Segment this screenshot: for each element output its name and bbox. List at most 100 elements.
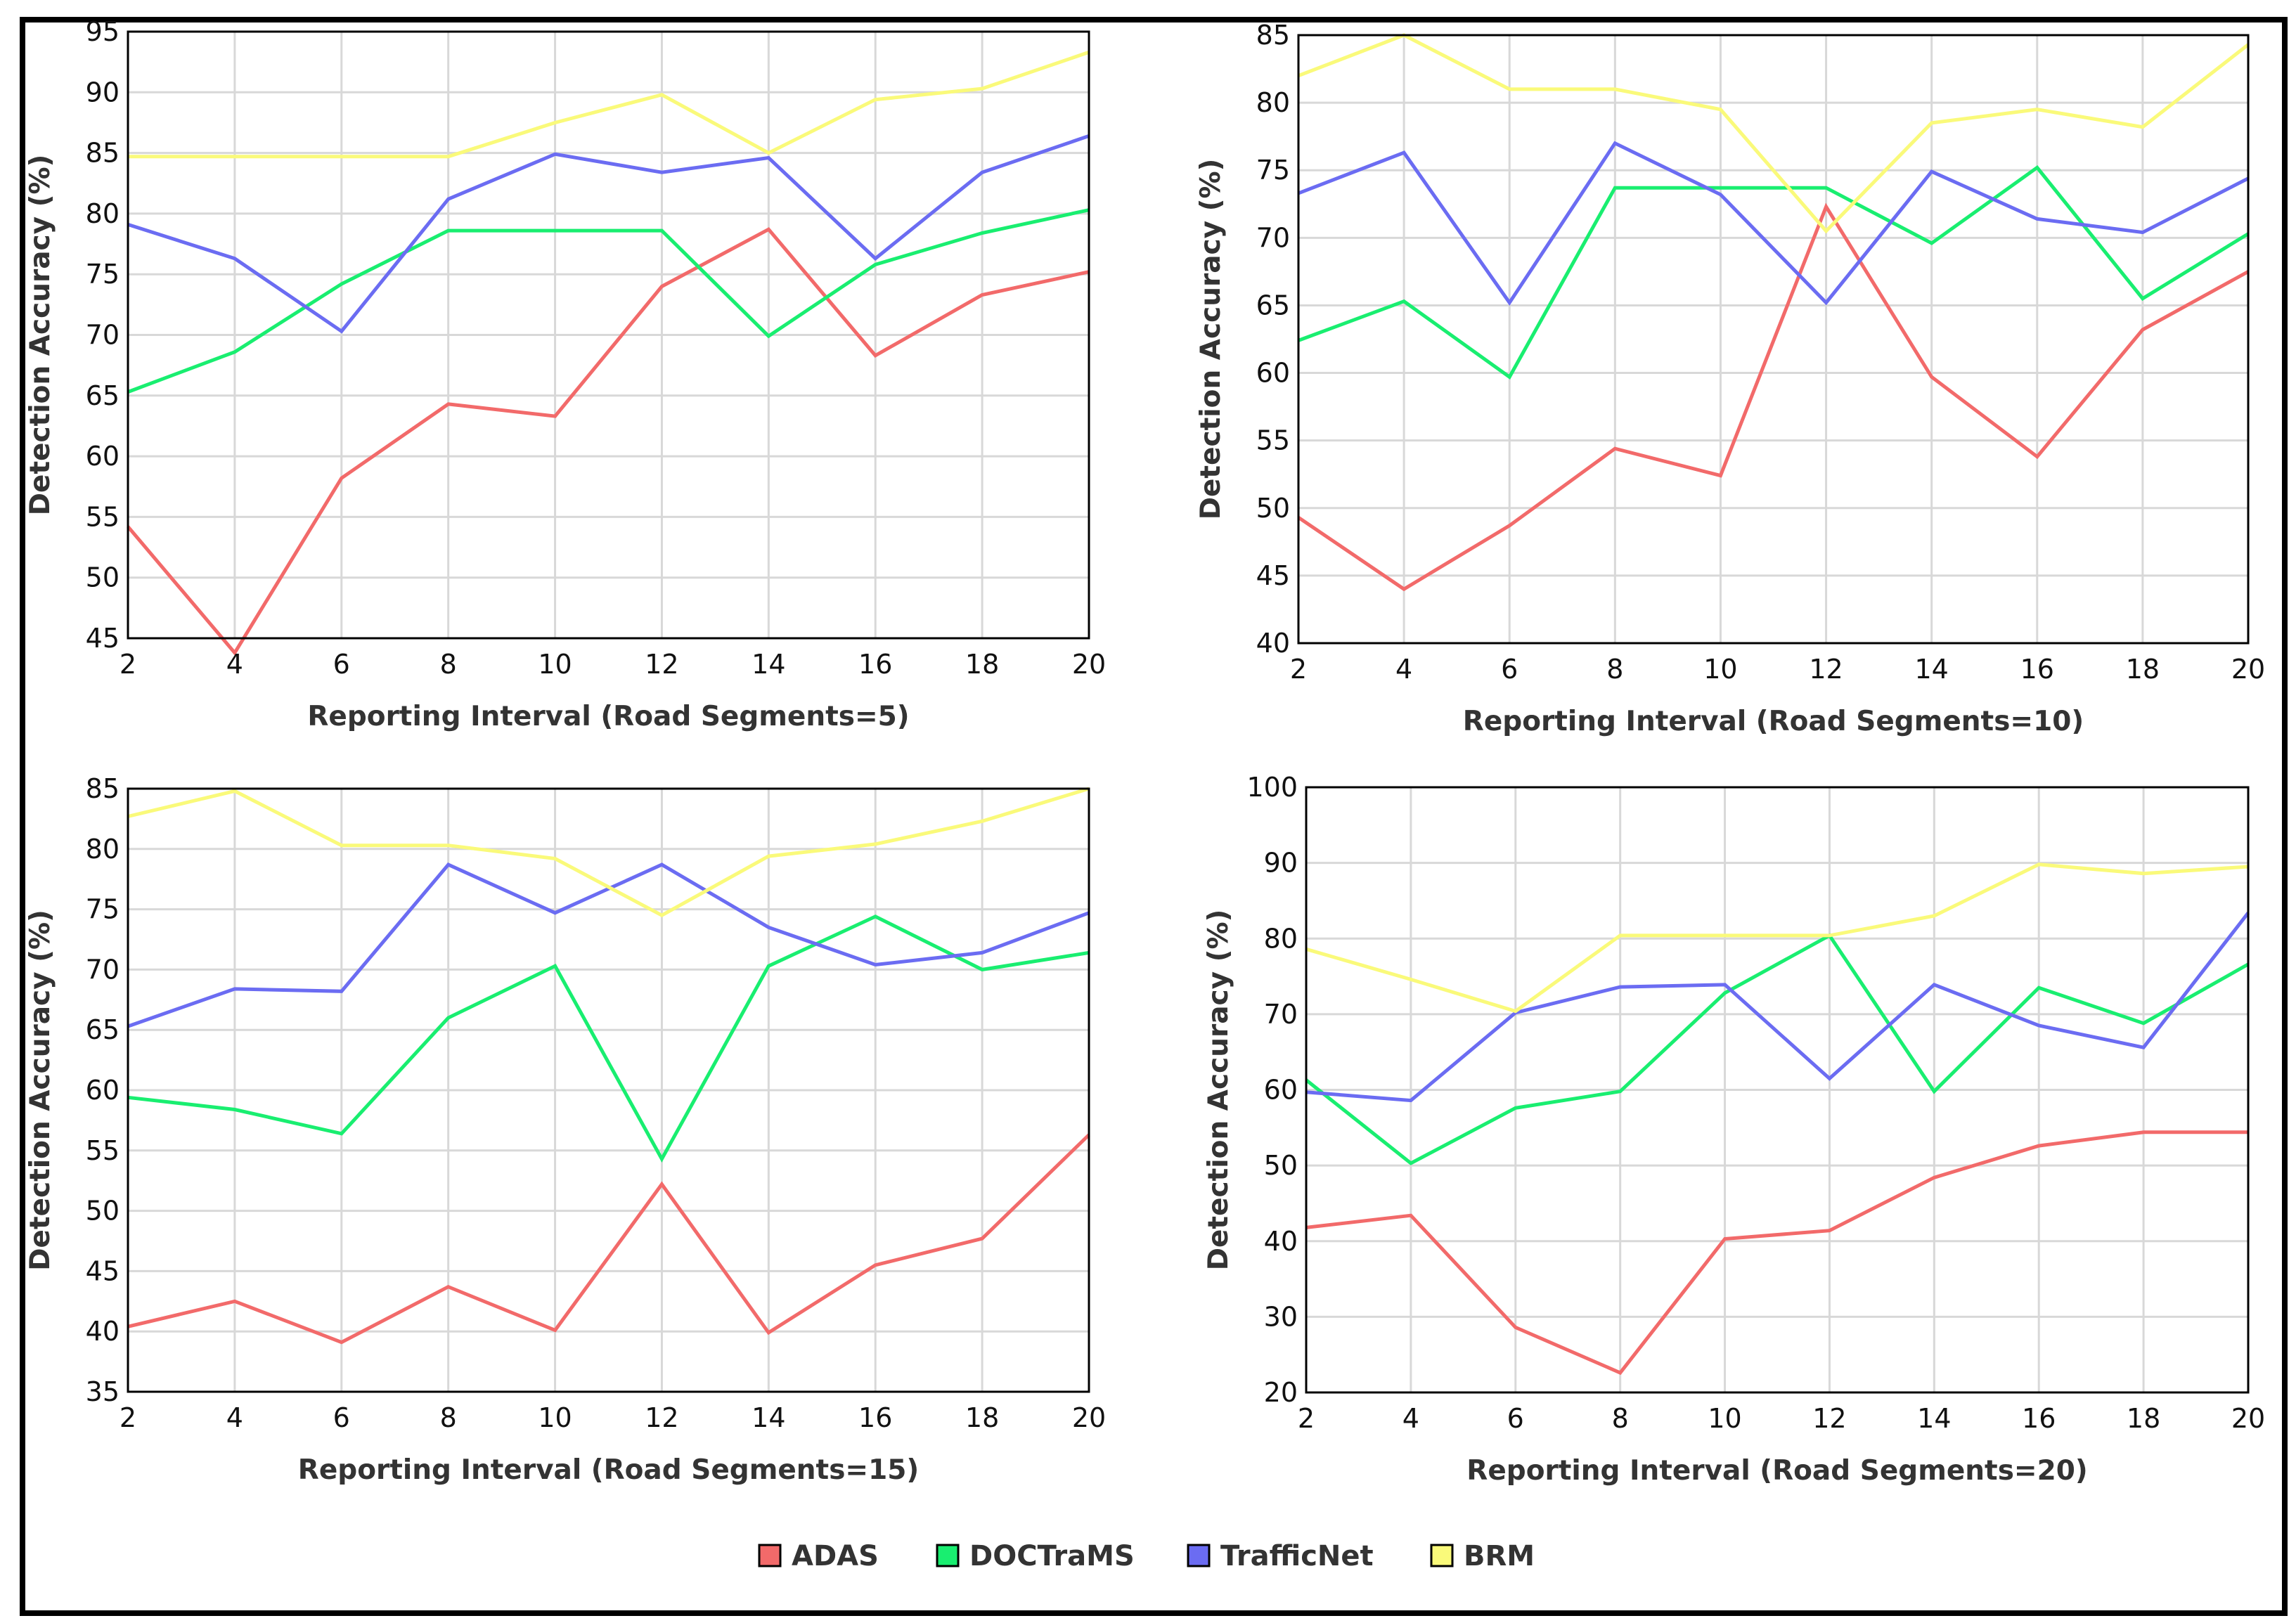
series-line-brm	[128, 50, 1090, 159]
y-tick-label: 90	[86, 77, 120, 108]
x-tick-label: 18	[965, 1402, 999, 1433]
legend-item-adas: ADAS	[758, 1540, 879, 1572]
x-tick-label: 2	[120, 649, 136, 680]
series-line-doctrams	[1305, 933, 2250, 1165]
y-tick-label: 80	[86, 198, 120, 229]
x-tick-label: 12	[645, 649, 678, 680]
x-tick-label: 6	[1507, 1403, 1524, 1434]
y-axis-label: Detection Accuracy (%)	[1203, 910, 1234, 1271]
x-tick-label: 6	[333, 649, 350, 680]
legend-label: BRM	[1464, 1540, 1535, 1572]
x-axis-label: Reporting Interval (Road Segments=5)	[307, 701, 909, 732]
x-axis-label: Reporting Interval (Road Segments=10)	[1463, 706, 2084, 737]
legend-swatch	[1187, 1544, 1211, 1567]
y-tick-label: 50	[86, 562, 120, 593]
x-tick-label: 10	[1703, 654, 1737, 685]
chart-panel-1: 2 4 6 8 10 12 14 16 18 20 45 50 55 60 65 70 75 80 85 90 95 Re…	[25, 16, 1106, 732]
series-line-trafficnet	[1305, 912, 2250, 1103]
y-tick-label: 55	[86, 501, 120, 532]
series-line-adas	[127, 227, 1090, 656]
y-tick-label: 65	[1256, 290, 1290, 321]
x-tick-label: 14	[1914, 654, 1948, 685]
x-tick-label: 12	[645, 1402, 678, 1433]
y-tick-label: 70	[86, 954, 120, 985]
x-tick-label: 14	[752, 649, 785, 680]
legend-item-trafficnet: TrafficNet	[1187, 1540, 1374, 1572]
series-line-doctrams	[1298, 164, 2250, 380]
series-line-trafficnet	[127, 134, 1090, 334]
y-tick-label: 70	[86, 320, 120, 351]
y-tick-label: 50	[1264, 1150, 1298, 1181]
x-tick-label: 20	[2231, 654, 2265, 685]
x-axis-label: Reporting Interval (Road Segments=20)	[1466, 1455, 2087, 1487]
series-line-brm	[127, 787, 1090, 918]
legend-item-brm: BRM	[1430, 1540, 1535, 1572]
series-line-doctrams	[127, 914, 1090, 1163]
x-tick-label: 10	[538, 1402, 572, 1433]
legend-item-doctrams: DOCTraMS	[936, 1540, 1135, 1572]
series-line-brm	[1298, 33, 2250, 234]
y-tick-label: 75	[86, 894, 120, 925]
y-tick-label: 95	[86, 16, 120, 47]
x-tick-label: 18	[2126, 654, 2160, 685]
x-tick-label: 16	[858, 649, 892, 680]
x-tick-label: 2	[1298, 1403, 1315, 1434]
chart-panel-4: 2 4 6 8 10 12 14 16 18 20 20 30 40 50 60 70 80 90 100 Repor…	[1203, 772, 2265, 1487]
y-tick-label: 90	[1264, 848, 1298, 879]
legend: ADAS DOCTraMS TrafficNet BRM	[758, 1540, 1535, 1572]
y-tick-label: 45	[86, 1255, 120, 1286]
y-tick-label: 60	[86, 441, 120, 472]
y-tick-label: 50	[86, 1196, 120, 1227]
x-tick-label: 20	[1072, 1402, 1106, 1433]
x-tick-label: 20	[2231, 1403, 2265, 1434]
x-axis-label: Reporting Interval (Road Segments=15)	[298, 1454, 919, 1486]
plot-border	[127, 30, 1090, 640]
y-tick-label: 30	[1264, 1301, 1298, 1332]
y-tick-label: 55	[1256, 425, 1290, 456]
x-tick-label: 16	[858, 1402, 892, 1433]
y-tick-label: 60	[1264, 1075, 1298, 1106]
y-tick-label: 20	[1264, 1377, 1298, 1408]
x-tick-label: 14	[752, 1402, 785, 1433]
x-tick-label: 10	[1708, 1403, 1741, 1434]
y-tick-label: 40	[1256, 628, 1290, 659]
series-line-adas	[1297, 202, 2250, 592]
x-tick-label: 4	[226, 1402, 243, 1433]
series-line-trafficnet	[1298, 141, 2250, 306]
legend-swatch	[936, 1544, 960, 1567]
chart-panel-2: 2 4 6 8 10 12 14 16 18 20 40 45 50 55 60 65 70 75 80 85 Repo…	[1195, 20, 2265, 737]
y-tick-label: 70	[1264, 999, 1298, 1030]
y-tick-label: 50	[1256, 493, 1290, 524]
plot-border	[1297, 34, 2250, 645]
y-tick-label: 100	[1246, 772, 1298, 803]
y-tick-label: 80	[86, 834, 120, 865]
y-tick-label: 35	[86, 1376, 120, 1407]
series-line-brm	[1305, 862, 2249, 1014]
y-tick-label: 40	[86, 1316, 120, 1347]
plot-border	[1305, 786, 2250, 1394]
y-tick-label: 75	[1256, 155, 1290, 186]
y-tick-label: 55	[86, 1135, 120, 1166]
y-tick-label: 85	[86, 138, 120, 169]
y-tick-label: 40	[1264, 1226, 1298, 1257]
y-tick-label: 65	[86, 380, 120, 411]
y-tick-label: 70	[1256, 222, 1290, 253]
x-tick-label: 12	[1812, 1403, 1846, 1434]
x-tick-label: 8	[440, 649, 457, 680]
x-tick-label: 20	[1072, 649, 1106, 680]
x-tick-label: 18	[2127, 1403, 2160, 1434]
y-axis-label: Detection Accuracy (%)	[25, 910, 56, 1271]
y-tick-label: 85	[1256, 20, 1290, 51]
y-tick-label: 75	[86, 259, 120, 290]
series-line-doctrams	[127, 208, 1090, 394]
x-tick-label: 18	[965, 649, 999, 680]
x-tick-label: 6	[333, 1402, 350, 1433]
y-tick-label: 45	[86, 623, 120, 654]
y-tick-label: 80	[1264, 923, 1298, 954]
legend-swatch	[758, 1544, 782, 1567]
y-tick-label: 45	[1256, 560, 1290, 591]
x-tick-label: 4	[1402, 1403, 1419, 1434]
x-tick-label: 12	[1809, 654, 1843, 685]
x-tick-label: 2	[120, 1402, 136, 1433]
series-line-adas	[127, 1133, 1090, 1345]
